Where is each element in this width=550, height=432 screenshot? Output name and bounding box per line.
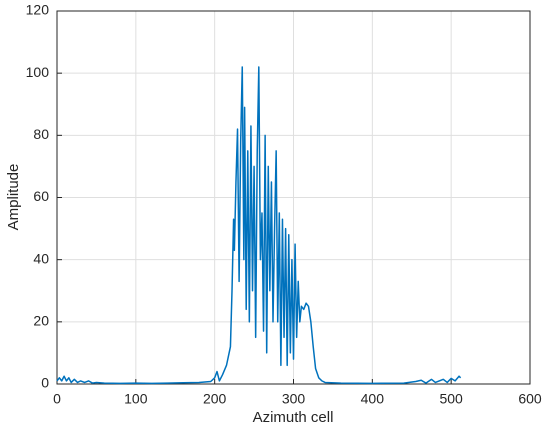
x-tick-label: 400 bbox=[361, 391, 385, 407]
y-tick-label: 120 bbox=[26, 2, 50, 18]
y-tick-label: 0 bbox=[41, 375, 49, 391]
y-tick-label: 20 bbox=[33, 313, 49, 329]
plot-frame bbox=[56, 10, 531, 385]
y-axis-label: Amplitude bbox=[5, 164, 22, 231]
x-axis-label: Azimuth cell bbox=[253, 409, 334, 426]
x-tick-label: 500 bbox=[439, 391, 463, 407]
y-tick-label: 100 bbox=[26, 64, 50, 80]
x-tick-label: 0 bbox=[53, 391, 61, 407]
data-line bbox=[56, 66, 462, 385]
x-tick-label: 600 bbox=[518, 391, 542, 407]
y-tick-label: 80 bbox=[33, 126, 49, 142]
y-tick-label: 40 bbox=[33, 250, 49, 266]
x-tick-label: 100 bbox=[124, 391, 148, 407]
x-tick-label: 200 bbox=[203, 391, 227, 407]
x-tick-label: 300 bbox=[282, 391, 306, 407]
y-tick-label: 60 bbox=[33, 188, 49, 204]
